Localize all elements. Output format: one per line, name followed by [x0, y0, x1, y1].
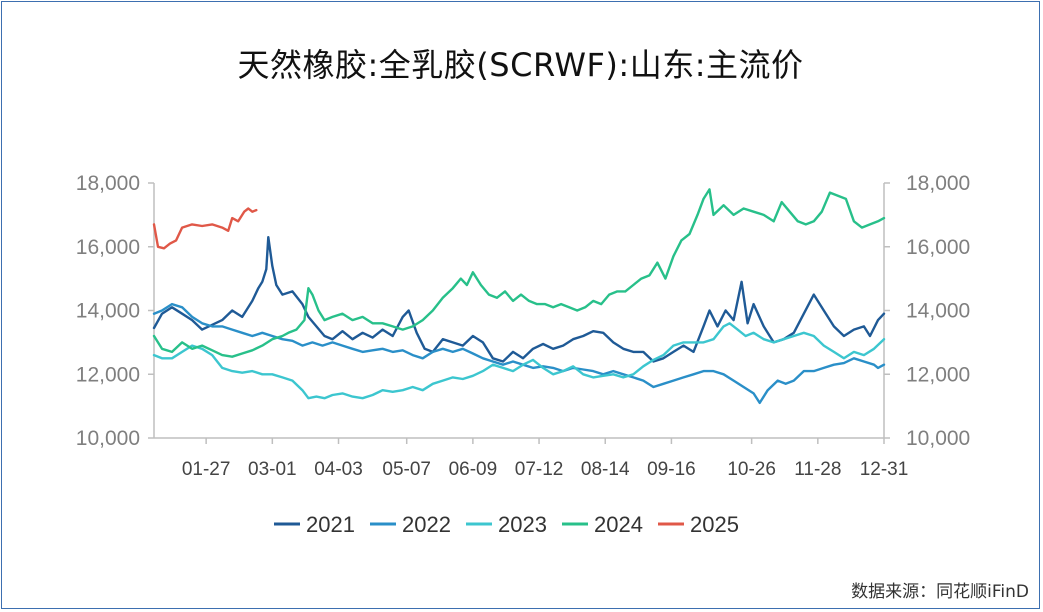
y-tick-label-left: 12,000: [76, 363, 140, 386]
x-tick-label: 12-31: [860, 459, 909, 480]
chart-title: 天然橡胶:全乳胶(SCRWF):山东:主流价: [237, 46, 804, 84]
legend-label-2021: 2021: [306, 512, 355, 537]
y-tick-label-left: 10,000: [76, 427, 140, 450]
y-tick-label-left: 18,000: [76, 172, 140, 195]
y-tick-label-right: 12,000: [906, 363, 970, 386]
y-tick-label-right: 10,000: [906, 427, 970, 450]
x-tick-label: 04-03: [314, 459, 363, 480]
y-tick-label-right: 18,000: [906, 172, 970, 195]
series-line-2025: [152, 207, 258, 250]
y-tick-label-right: 16,000: [906, 236, 970, 259]
x-tick-label: 01-27: [182, 459, 231, 480]
chart-legend: 2021 2022 2023 2024 2025: [274, 512, 739, 537]
x-tick-label: 10-26: [727, 459, 776, 480]
data-source-label: 数据来源：同花顺iFinD: [851, 582, 1029, 602]
legend-label-2022: 2022: [402, 512, 451, 537]
series-line-2022: [152, 302, 886, 405]
series-layer: [152, 188, 886, 405]
x-tick-label: 05-07: [382, 459, 431, 480]
x-tick-label: 09-16: [647, 459, 696, 480]
x-tick-label: 03-01: [248, 459, 297, 480]
chart-axes: 10,000 10,000 12,000 12,000 14,000 14,000 16,0…: [76, 172, 970, 480]
x-tick-label: 07-12: [515, 459, 564, 480]
y-tick-label-left: 16,000: [76, 236, 140, 259]
series-line-2021: [152, 236, 886, 363]
y-tick-label-left: 14,000: [76, 300, 140, 323]
x-tick-label: 06-09: [449, 459, 498, 480]
legend-label-2024: 2024: [594, 512, 643, 537]
series-line-2023: [152, 322, 886, 400]
legend-label-2025: 2025: [690, 512, 739, 537]
x-tick-label: 08-14: [581, 459, 630, 480]
y-tick-label-right: 14,000: [906, 300, 970, 323]
x-tick-label: 11-28: [794, 459, 841, 480]
series-line-2024: [152, 188, 886, 358]
legend-label-2023: 2023: [498, 512, 547, 537]
